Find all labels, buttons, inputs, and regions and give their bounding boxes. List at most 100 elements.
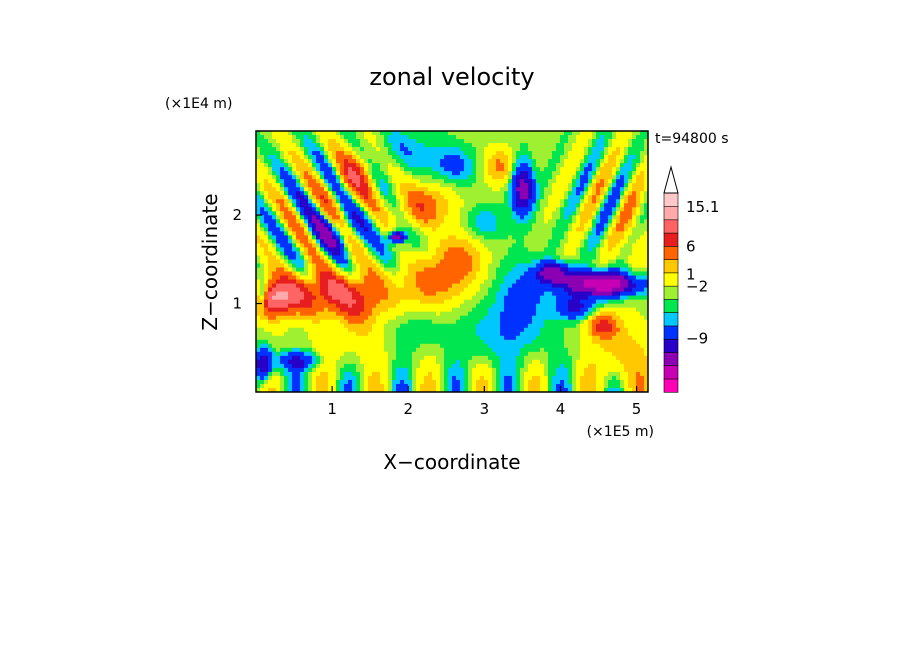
- contour-cell: [576, 163, 581, 168]
- contour-cell: [456, 287, 461, 293]
- contour-cell: [364, 131, 369, 136]
- contour-cell: [472, 175, 477, 180]
- contour-cell: [352, 311, 357, 317]
- contour-cell: [608, 187, 613, 192]
- contour-cell: [268, 331, 273, 337]
- contour-cell: [312, 271, 317, 277]
- contour-cell: [572, 271, 577, 277]
- contour-cell: [272, 199, 277, 204]
- contour-cell: [592, 263, 597, 269]
- contour-cell: [356, 331, 361, 337]
- contour-cell: [276, 139, 281, 144]
- contour-cell: [380, 203, 385, 208]
- contour-cell: [512, 283, 517, 289]
- contour-cell: [388, 243, 393, 249]
- contour-cell: [572, 143, 577, 148]
- contour-cell: [416, 147, 421, 152]
- contour-cell: [584, 143, 589, 148]
- contour-cell: [340, 263, 345, 269]
- contour-cell: [320, 155, 325, 160]
- contour-cell: [380, 275, 385, 281]
- contour-cell: [320, 279, 325, 285]
- contour-cell: [336, 307, 341, 313]
- contour-cell: [320, 287, 325, 293]
- contour-cell: [512, 223, 517, 228]
- contour-cell: [372, 203, 377, 208]
- contour-cell: [440, 163, 445, 168]
- contour-cell: [604, 235, 609, 241]
- contour-cell: [440, 323, 445, 329]
- contour-cell: [580, 283, 585, 289]
- contour-cell: [524, 211, 529, 216]
- contour-cell: [432, 139, 437, 144]
- contour-cell: [340, 147, 345, 152]
- contour-cell: [284, 239, 289, 245]
- contour-cell: [588, 187, 593, 192]
- contour-cell: [380, 211, 385, 216]
- contour-cell: [488, 319, 493, 325]
- contour-cell: [280, 163, 285, 168]
- contour-cell: [440, 287, 445, 293]
- contour-cell: [280, 147, 285, 152]
- contour-cell: [292, 183, 297, 188]
- contour-cell: [628, 151, 633, 156]
- contour-cell: [456, 243, 461, 249]
- contour-cell: [268, 187, 273, 192]
- contour-cell: [316, 307, 321, 313]
- contour-cell: [316, 331, 321, 337]
- contour-cell: [364, 251, 369, 257]
- contour-cell: [448, 259, 453, 265]
- contour-cell: [276, 163, 281, 168]
- contour-cell: [364, 255, 369, 261]
- contour-cell: [600, 131, 605, 136]
- contour-cell: [520, 191, 525, 196]
- contour-cell: [424, 323, 429, 329]
- contour-cell: [316, 315, 321, 321]
- contour-cell: [568, 219, 573, 224]
- contour-cell: [496, 191, 501, 196]
- contour-cell: [420, 243, 425, 249]
- contour-cell: [308, 203, 313, 208]
- contour-cell: [500, 323, 505, 329]
- contour-cell: [440, 235, 445, 241]
- contour-cell: [328, 211, 333, 216]
- contour-cell: [556, 167, 561, 172]
- contour-cell: [308, 267, 313, 273]
- contour-cell: [520, 139, 525, 144]
- contour-cell: [364, 147, 369, 152]
- contour-cell: [484, 283, 489, 289]
- contour-cell: [584, 235, 589, 241]
- contour-cell: [360, 175, 365, 180]
- contour-cell: [396, 179, 401, 184]
- contour-cell: [364, 295, 369, 301]
- contour-cell: [644, 131, 648, 136]
- contour-cell: [420, 139, 425, 144]
- contour-cell: [332, 327, 337, 333]
- contour-cell: [604, 327, 609, 333]
- contour-cell: [380, 155, 385, 160]
- contour-cell: [608, 327, 613, 333]
- contour-cell: [560, 259, 565, 265]
- contour-cell: [536, 295, 541, 301]
- contour-cell: [444, 131, 449, 136]
- contour-cell: [584, 191, 589, 196]
- contour-cell: [392, 147, 397, 152]
- contour-cell: [352, 219, 357, 224]
- contour-cell: [612, 147, 617, 152]
- contour-cell: [376, 195, 381, 200]
- contour-cell: [292, 231, 297, 236]
- contour-cell: [380, 231, 385, 236]
- contour-cell: [504, 223, 509, 228]
- contour-cell: [456, 179, 461, 184]
- contour-cell: [624, 227, 629, 232]
- contour-cell: [456, 207, 461, 212]
- contour-cell: [288, 235, 293, 241]
- contour-cell: [428, 227, 433, 232]
- contour-cell: [308, 255, 313, 261]
- contour-cell: [596, 263, 601, 269]
- contour-cell: [364, 195, 369, 200]
- contour-cell: [544, 239, 549, 245]
- contour-cell: [256, 299, 261, 305]
- contour-cell: [312, 147, 317, 152]
- contour-cell: [592, 279, 597, 285]
